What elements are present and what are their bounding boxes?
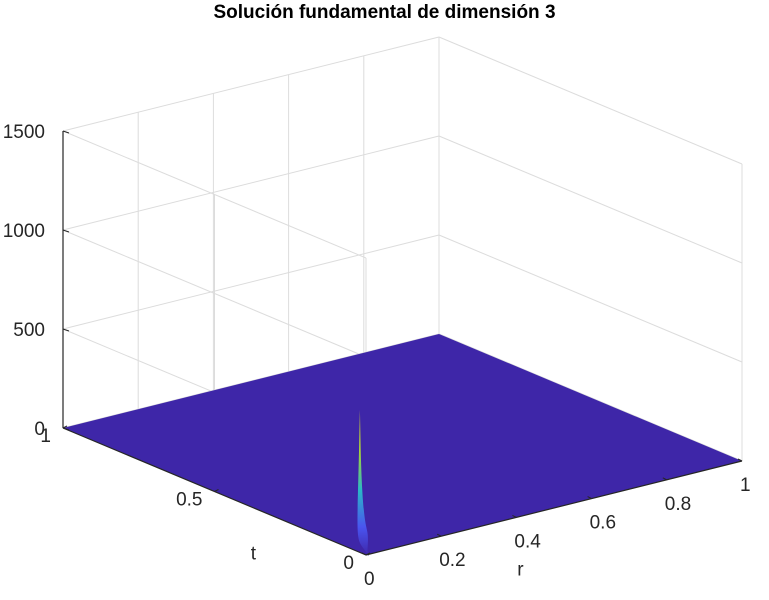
grid-line: [62, 135, 440, 231]
grid-line: [62, 130, 367, 259]
z-tick-mark: [62, 427, 70, 431]
r-tick-label: 0: [364, 569, 375, 590]
t-tick-mark: [365, 552, 371, 556]
r-tick-mark: [587, 496, 592, 500]
r-axis-line: [365, 460, 743, 556]
surface-peak: [357, 409, 370, 557]
grid-line: [62, 234, 440, 330]
z-tick-label: 1500: [3, 122, 45, 143]
grid-line: [62, 229, 367, 358]
t-tick-mark: [62, 425, 68, 429]
grid-line: [438, 135, 743, 264]
r-tick-mark: [436, 533, 442, 537]
z-tick-mark: [62, 229, 70, 233]
r-tick-label: 0.4: [514, 531, 541, 552]
r-tick-label: 0.2: [439, 550, 465, 571]
r-tick-label: 1: [740, 475, 751, 496]
r-tick-mark: [361, 552, 367, 556]
surface-plateau: [63, 334, 742, 555]
surface: [63, 334, 742, 557]
z-tick-label: 0: [34, 419, 45, 440]
t-axis-label: t: [251, 544, 257, 565]
r-tick-mark: [737, 458, 743, 462]
z-tick-mark: [62, 130, 70, 134]
z-tick-mark: [62, 328, 70, 332]
r-tick-label: 0.8: [665, 494, 691, 515]
grid-line: [438, 234, 743, 363]
chart-title: Solución fundamental de dimensión 3: [213, 2, 556, 23]
grid-line: [438, 36, 743, 165]
t-tick-label: 0.5: [176, 490, 202, 511]
axes: [62, 130, 743, 556]
t-tick-label: 1: [40, 426, 51, 447]
r-tick-mark: [512, 514, 517, 518]
z-tick-label: 500: [13, 320, 45, 341]
r-axis-label: r: [517, 559, 524, 580]
t-tick-mark: [214, 489, 219, 492]
r-tick-mark: [662, 477, 668, 481]
r-tick-label: 0.6: [590, 513, 616, 534]
t-tick-label: 0: [343, 553, 354, 574]
grid-line: [62, 36, 440, 132]
z-tick-label: 1000: [3, 221, 45, 242]
